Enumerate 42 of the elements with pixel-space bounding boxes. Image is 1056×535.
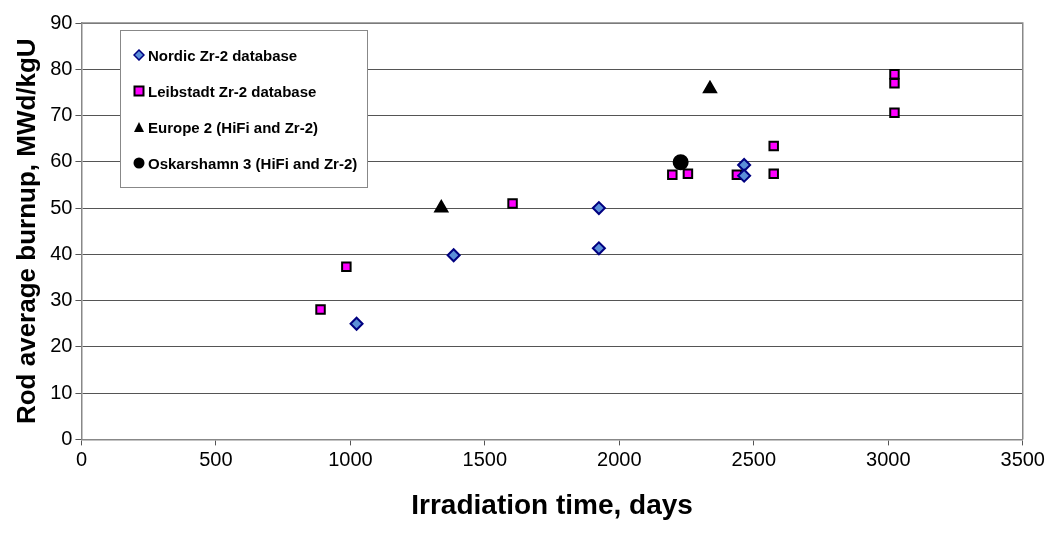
x-tick-label: 0 [75, 447, 88, 470]
x-tick-label: 500 [199, 447, 233, 470]
point [768, 140, 779, 152]
x-tick-label: 1000 [328, 447, 373, 470]
point [434, 200, 449, 213]
x-tick-label: 2500 [731, 447, 777, 470]
point [341, 261, 352, 273]
point [446, 248, 461, 263]
legend-label: Europe 2 (HiFi and Zr-2) [148, 118, 319, 136]
y-tick-label: 70 [50, 103, 73, 126]
point [315, 304, 326, 315]
point [349, 316, 364, 331]
y-tick-label: 40 [50, 241, 73, 264]
point [889, 69, 900, 80]
y-tick-label: 10 [50, 380, 73, 403]
point [591, 201, 606, 216]
y-tick-label: 30 [50, 288, 73, 311]
y-tick-label: 90 [50, 10, 73, 33]
point [591, 241, 606, 256]
point [889, 107, 900, 118]
y-tick-label: 50 [50, 195, 73, 218]
point [737, 168, 752, 183]
y-axis-title: Rod average burnup, MWd/kgU [10, 38, 41, 425]
x-axis-title: Irradiation time, days [411, 488, 693, 520]
point [507, 198, 518, 209]
point [737, 158, 752, 173]
point [768, 168, 779, 180]
point [672, 154, 689, 171]
x-tick-label: 2000 [597, 447, 642, 470]
x-tick-label: 3000 [866, 447, 911, 470]
y-tick-label: 20 [50, 334, 73, 357]
y-tick-label: 60 [50, 149, 73, 172]
point [682, 168, 694, 180]
point [702, 80, 718, 94]
x-tick-label: 1500 [462, 447, 508, 470]
x-tick-label: 3500 [1000, 447, 1045, 470]
legend-label: Nordic Zr-2 database [148, 46, 298, 64]
legend-label: Oskarshamn 3 (HiFi and Zr-2) [148, 154, 358, 172]
legend-label: Leibstadt Zr-2 database [148, 82, 317, 100]
y-tick-label: 80 [50, 56, 73, 79]
y-tick-label: 0 [61, 426, 73, 449]
point [667, 169, 678, 180]
